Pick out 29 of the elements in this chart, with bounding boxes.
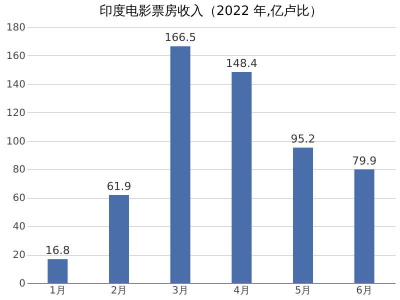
x-tick-label: 1月 [49,286,66,296]
bar [293,148,313,283]
data-label: 16.8 [45,244,70,258]
y-tick-label: 60 [12,193,26,204]
data-label: 148.4 [226,56,258,70]
data-label: 166.5 [164,31,196,44]
y-tick-label: 140 [6,79,26,90]
y-tick-label: 20 [12,250,26,262]
y-tick-label: 180 [6,22,26,34]
x-tick-label: 6月 [356,286,373,296]
x-tick-label: 3月 [172,286,189,296]
x-tick-label: 5月 [294,286,312,296]
x-tick-label: 2月 [110,286,128,296]
data-label: 79.9 [352,154,377,168]
y-tick-label: 0 [19,278,26,290]
x-tick-label: 4月 [233,286,250,296]
bar [170,46,190,283]
bar [232,72,252,283]
y-tick-label: 160 [6,50,26,62]
bar [48,259,68,283]
y-tick-label: 80 [12,164,26,176]
y-tick-label: 100 [6,136,26,148]
bar [109,194,129,283]
y-tick-label: 120 [6,108,26,119]
data-label: 95.2 [290,132,316,146]
y-tick-label: 40 [12,222,26,233]
chart-title: 印度电影票房收入（2022 年,亿卢比） [99,3,323,19]
data-label: 61.9 [106,180,132,193]
bar [354,169,374,283]
